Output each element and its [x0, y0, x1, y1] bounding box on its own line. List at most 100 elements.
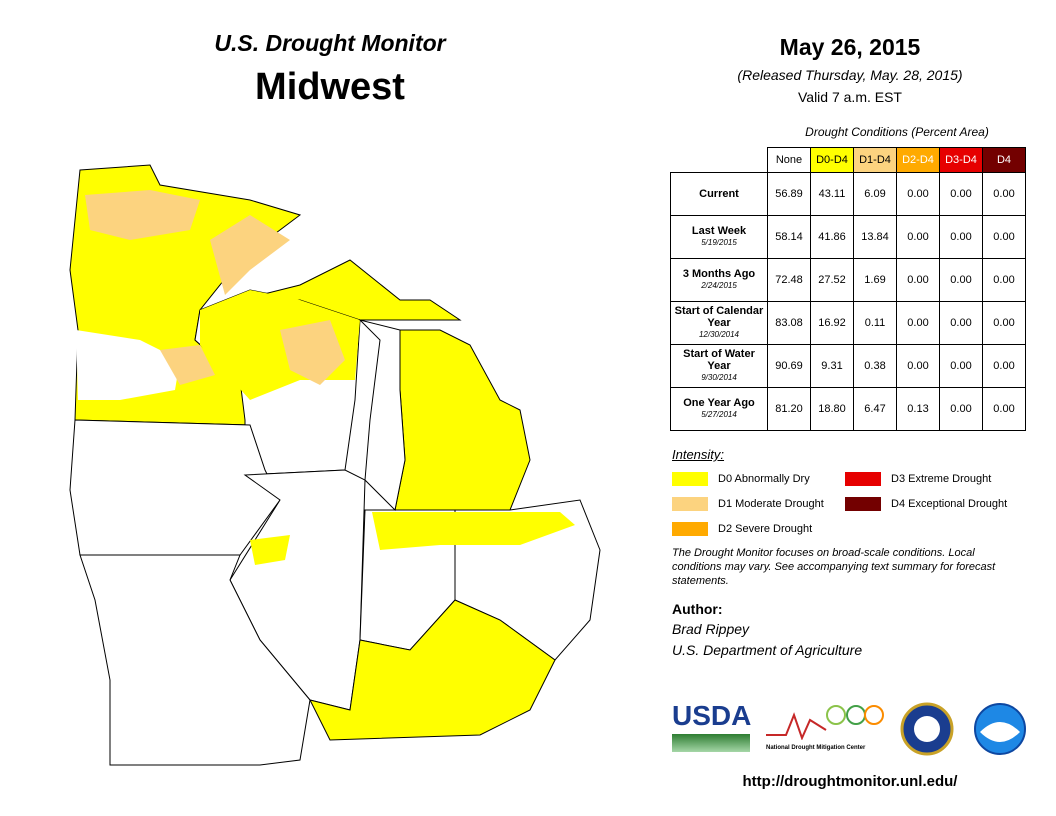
cell: 6.09 [853, 172, 897, 216]
legend-item: D0 Abnormally Dry [672, 472, 810, 486]
ndmc-tree [846, 705, 866, 725]
author-name: Brad Rippey [672, 621, 750, 637]
legend-item: D2 Severe Drought [672, 522, 812, 536]
doc-seal-inner [914, 716, 940, 742]
title: U.S. Drought Monitor [214, 30, 446, 56]
table-row: One Year Ago 5/27/2014 81.20 18.80 6.47 0.13 0… [670, 387, 1026, 431]
cell: 0.38 [853, 344, 897, 388]
row-name: Current [699, 188, 739, 200]
row-name: Start of Calendar Year [674, 305, 764, 329]
table-row: Start of Calendar Year 12/30/2014 83.08 16.… [670, 301, 1026, 345]
usda-logo: USDA [672, 700, 752, 752]
legend-label: D3 Extreme Drought [891, 473, 992, 485]
cell: 0.00 [982, 344, 1026, 388]
row-label: Start of Water Year 9/30/2014 [670, 344, 768, 388]
d0-area [250, 535, 290, 565]
ndmc-text: National Drought Mitigation Center [766, 745, 866, 751]
legend-item: D4 Exceptional Drought [845, 497, 1007, 511]
cell: 0.00 [896, 215, 940, 259]
cell: 0.00 [982, 215, 1026, 259]
row-date: 5/27/2014 [701, 410, 737, 419]
row-name: Start of Water Year [683, 348, 755, 372]
cell: 0.00 [896, 172, 940, 216]
table-row: Last Week 5/19/2015 58.14 41.86 13.84 0.00 0.0… [670, 215, 1026, 259]
map [69, 164, 601, 766]
released: (Released Thursday, May. 28, 2015) [737, 67, 963, 83]
cell: 0.13 [896, 387, 940, 431]
cell: 0.00 [939, 215, 983, 259]
cell: 18.80 [810, 387, 854, 431]
row-label: Current [670, 172, 768, 216]
agency-seals [900, 702, 1026, 756]
cell: 0.00 [939, 172, 983, 216]
d1-area [160, 345, 215, 385]
table-row: 3 Months Ago 2/24/2015 72.48 27.52 1.69 0.00 0… [670, 258, 1026, 302]
missouri [79, 554, 311, 766]
usda-text: USDA [672, 700, 752, 731]
note: The Drought Monitor focuses on broad-sca… [672, 547, 996, 587]
cell: 41.86 [810, 215, 854, 259]
legend-item: D3 Extreme Drought [845, 472, 991, 486]
d1-area [210, 215, 290, 295]
states [69, 164, 601, 766]
column-header: D4 [982, 147, 1026, 173]
cell: 0.00 [896, 258, 940, 302]
conditions-table: None D0-D4 D1-D4 D2-D4 D3-D4 D4 Current 56.89 43… [670, 147, 1026, 431]
cell: 0.00 [982, 387, 1026, 431]
none-area [76, 330, 180, 400]
row-name: Last Week [691, 225, 747, 237]
drought-areas [76, 190, 575, 565]
michigan-lp [394, 329, 531, 511]
legend-swatch [672, 497, 708, 511]
legend-swatch [845, 497, 881, 511]
cell: 0.00 [939, 344, 983, 388]
cell: 90.69 [767, 344, 811, 388]
legend-item: D1 Moderate Drought [672, 497, 824, 511]
cell: 0.00 [939, 258, 983, 302]
column-header: None [767, 147, 811, 173]
table-caption: Drought Conditions (Percent Area) [805, 125, 989, 139]
noaa-bird [980, 722, 1020, 742]
ndmc-tree [864, 705, 884, 725]
row-date: 9/30/2014 [701, 373, 737, 382]
usda-bar [672, 734, 750, 752]
row-label: 3 Months Ago 2/24/2015 [670, 258, 768, 302]
column-header: D1-D4 [853, 147, 897, 173]
iowa [69, 419, 281, 556]
column-header: D3-D4 [939, 147, 983, 173]
kentucky [309, 599, 556, 741]
cell: 56.89 [767, 172, 811, 216]
cell: 0.00 [939, 387, 983, 431]
cell: 0.00 [896, 301, 940, 345]
table-row: Current 56.89 43.11 6.09 0.00 0.00 0.00 [670, 172, 1026, 216]
legend-title: Intensity: [672, 447, 725, 462]
cell: 0.00 [939, 301, 983, 345]
legend-label: D2 Severe Drought [718, 523, 813, 535]
author-organization: U.S. Department of Agriculture [672, 642, 863, 658]
corner [671, 148, 768, 173]
cell: 0.11 [853, 301, 897, 345]
ndmc-logo: National Drought Mitigation Center [766, 700, 886, 755]
cell: 9.31 [810, 344, 854, 388]
legend-label: D0 Abnormally Dry [718, 473, 810, 485]
header-row: None D0-D4 D1-D4 D2-D4 D3-D4 D4 [671, 147, 1026, 173]
d0-area [372, 512, 575, 550]
cell: 72.48 [767, 258, 811, 302]
row-date: 12/30/2014 [698, 330, 740, 339]
row-date: 5/19/2015 [701, 238, 737, 247]
row-name: 3 Months Ago [682, 268, 756, 280]
region: Midwest [255, 66, 405, 108]
valid: Valid 7 a.m. EST [797, 89, 902, 105]
cell: 0.00 [982, 172, 1026, 216]
ndmc-line [766, 712, 827, 741]
cell: 43.11 [810, 172, 854, 216]
cell: 58.14 [767, 215, 811, 259]
legend-swatch [845, 472, 881, 486]
row-label: Start of Calendar Year 12/30/2014 [670, 301, 768, 345]
d1-area [85, 190, 200, 240]
d1-area [280, 320, 345, 385]
ndmc-graphic [766, 705, 884, 741]
row-date: 2/24/2015 [701, 281, 737, 290]
cell: 13.84 [853, 215, 897, 259]
row-label: One Year Ago 5/27/2014 [670, 387, 768, 431]
